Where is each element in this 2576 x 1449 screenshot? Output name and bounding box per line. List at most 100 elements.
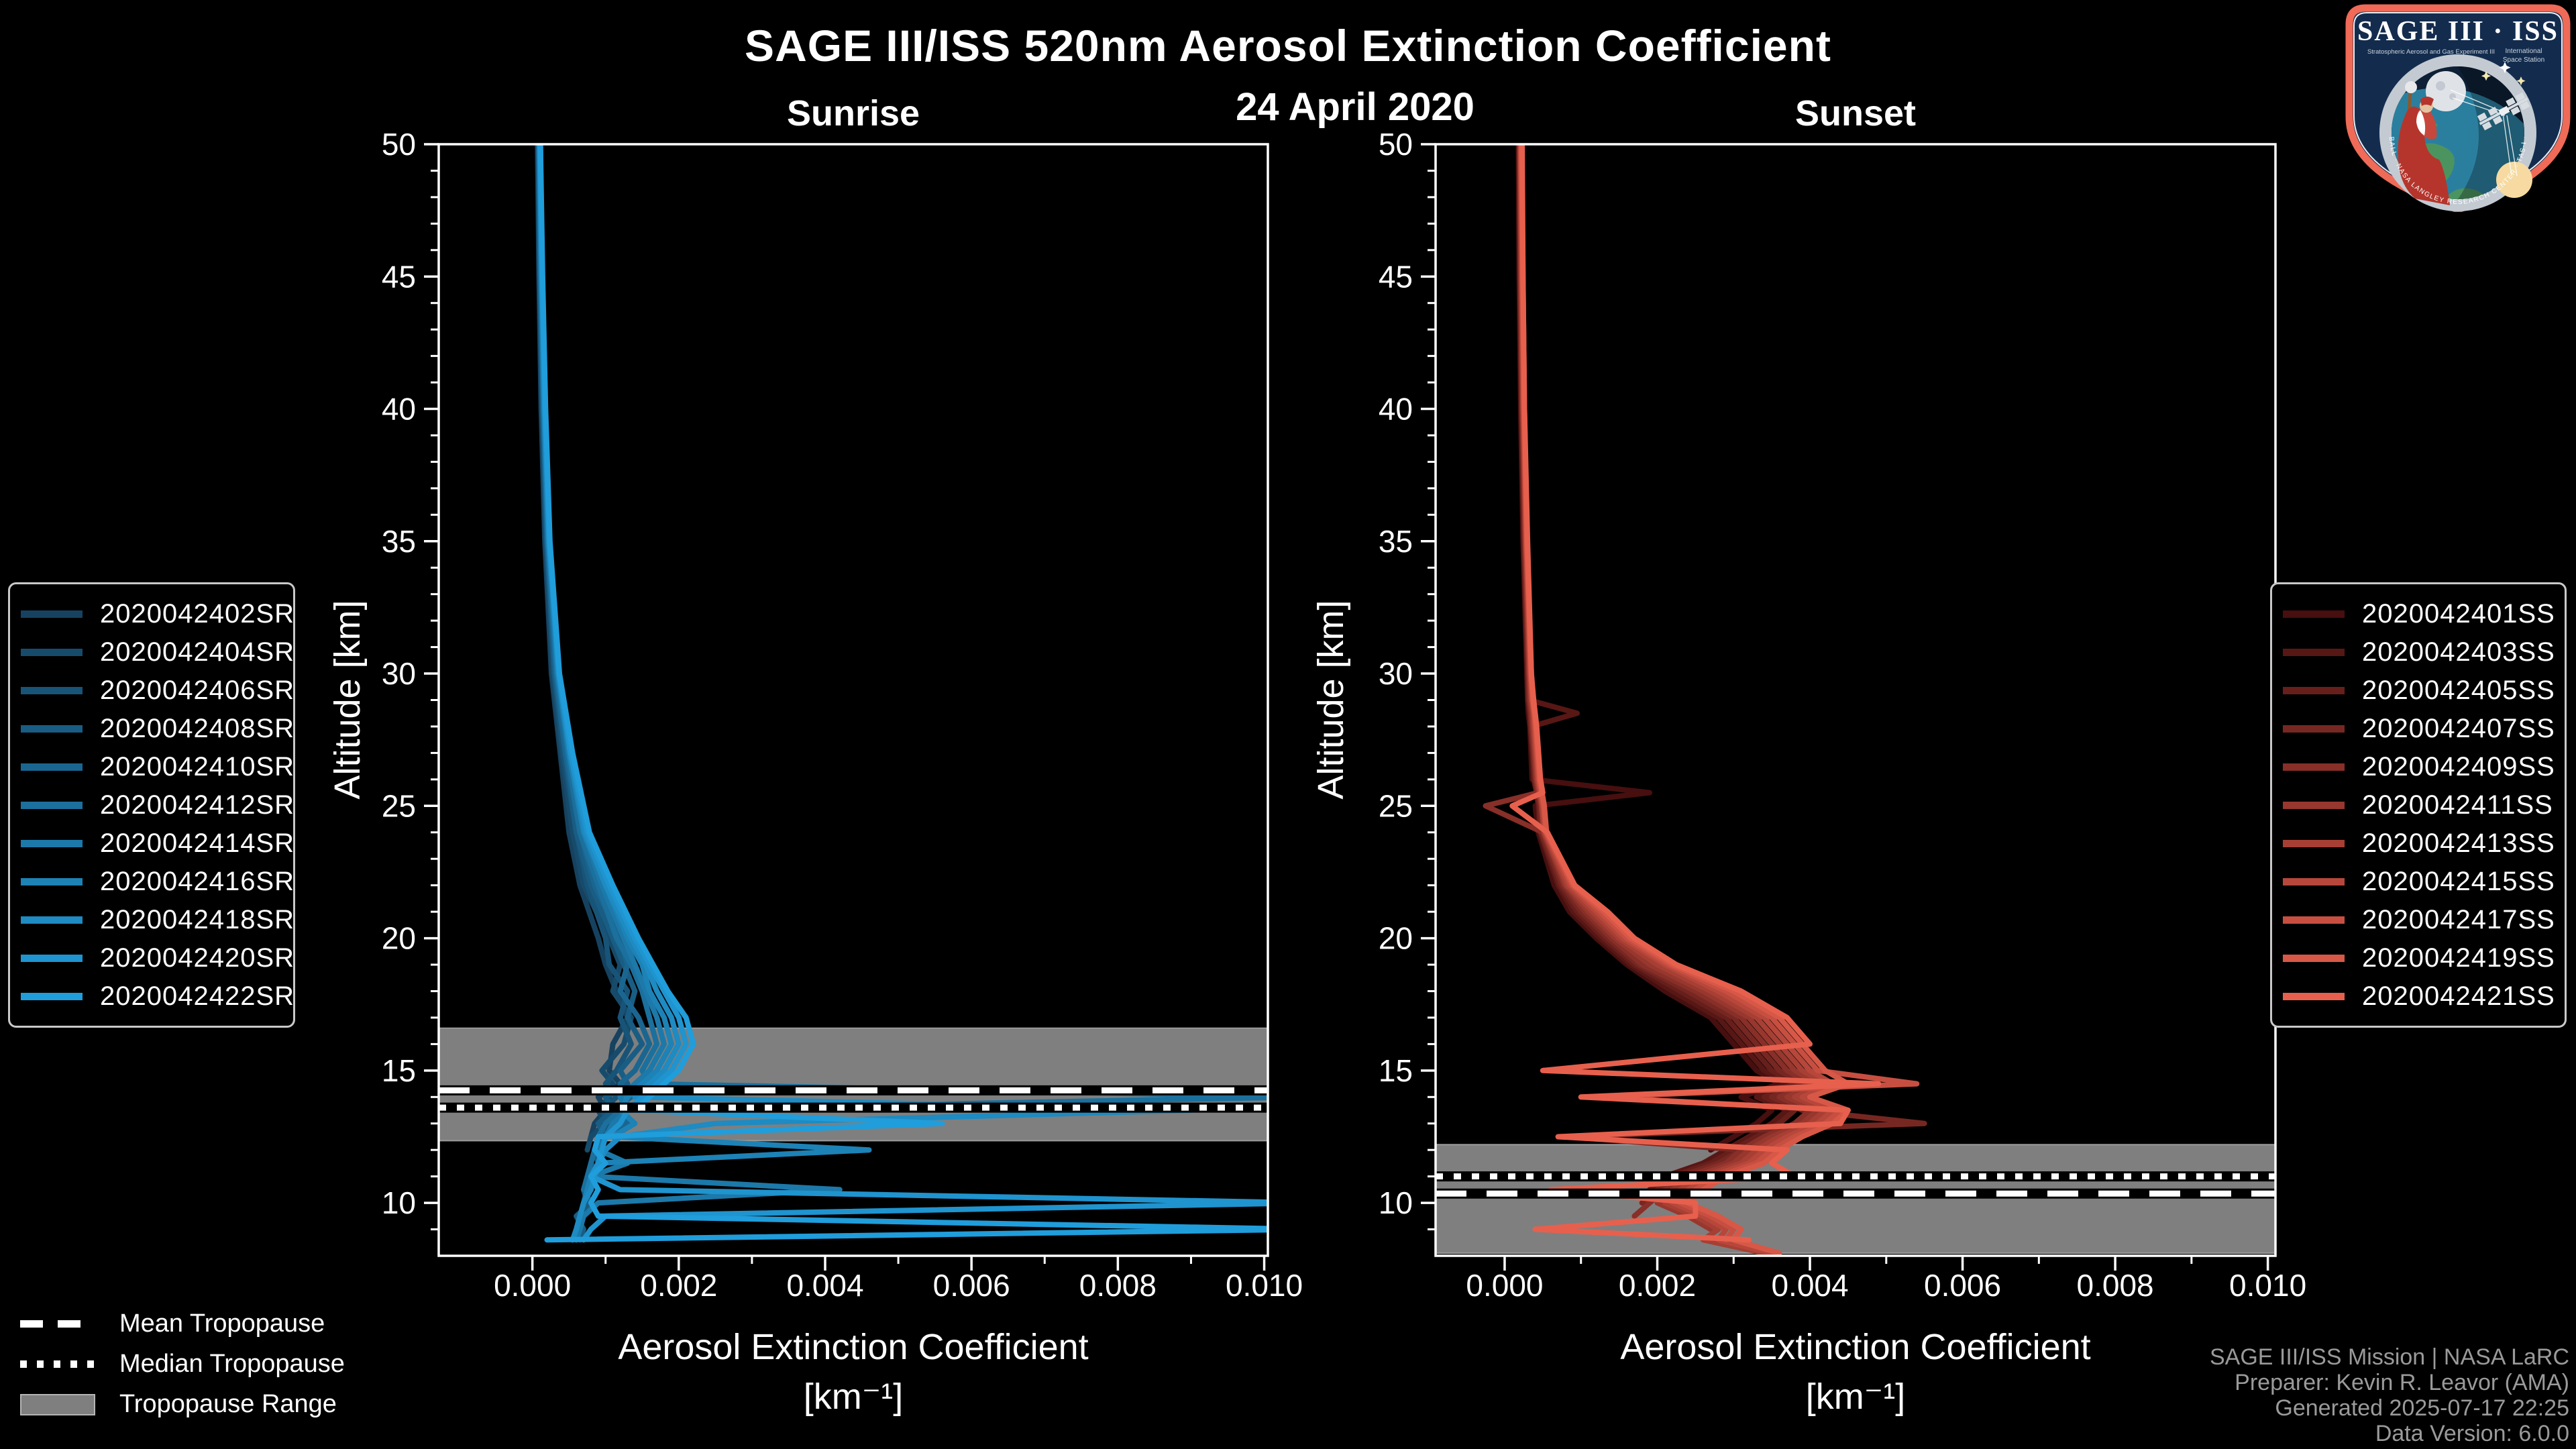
event-id-label: 2020042411SS [2362, 790, 2553, 820]
event-color-swatch [2283, 801, 2345, 809]
logo-iss-subtitle-1: International [2505, 48, 2542, 55]
logo-earth [2392, 88, 2524, 199]
event-color-swatch [2283, 954, 2345, 962]
legend-item-event: 2020042403SS [2283, 637, 2555, 667]
event-color-swatch [21, 916, 83, 924]
panel-title-sunrise: Sunrise [786, 93, 920, 133]
legend-item-event: 2020042405SS [2283, 675, 2555, 705]
legend-item-event: 2020042414SR [21, 828, 294, 858]
legend-item-event: 2020042415SS [2283, 866, 2555, 896]
logo-moon [2426, 71, 2466, 111]
tropopause-range-band [1436, 1144, 2275, 1254]
event-id-label: 2020042416SR [100, 866, 295, 896]
y-tick-label: 50 [1379, 127, 1413, 162]
legend-item-tropopause-range: Tropopause Range [20, 1389, 345, 1420]
page-title: SAGE III/ISS 520nm Aerosol Extinction Co… [745, 21, 1831, 70]
y-tick-label: 35 [1379, 524, 1413, 559]
legend-item-event: 2020042402SR [21, 599, 294, 629]
y-tick-label: 25 [1379, 788, 1413, 823]
event-color-swatch [21, 686, 83, 694]
event-color-swatch [2283, 992, 2345, 1000]
x-tick-label: 0.010 [2229, 1268, 2306, 1303]
legend-item-event: 2020042410SR [21, 752, 294, 782]
y-tick-label: 20 [382, 921, 416, 956]
legend-item-event: 2020042409SS [2283, 751, 2555, 782]
event-color-swatch [21, 992, 83, 1000]
event-id-label: 2020042409SS [2362, 751, 2555, 782]
event-id-label: 2020042413SS [2362, 828, 2555, 858]
figure-date: 24 April 2020 [1236, 85, 1474, 129]
legend-item-event: 2020042411SS [2283, 790, 2554, 820]
logo-title: SAGE III · ISS [2357, 16, 2559, 47]
x-tick-label: 0.008 [1079, 1268, 1157, 1303]
y-tick-label: 10 [382, 1185, 416, 1220]
credits-version: Data Version: 6.0.0 [2375, 1421, 2569, 1446]
event-id-label: 2020042415SS [2362, 866, 2555, 896]
event-id-label: 2020042419SS [2362, 943, 2555, 973]
event-color-swatch [2283, 724, 2345, 733]
y-tick-label: 40 [1379, 392, 1413, 427]
axes-box [1434, 143, 2277, 1257]
logo-wizard [2398, 81, 2450, 205]
event-color-swatch [21, 648, 83, 656]
legend-item-event: 2020042407SS [2283, 713, 2555, 743]
legend-sunrise-events: 2020042402SR 2020042404SR 2020042406SR 2020… [8, 582, 295, 1028]
event-id-label: 2020042402SR [100, 598, 295, 629]
event-id-label: 2020042414SR [100, 828, 295, 858]
x-tick-label: 0.004 [1771, 1268, 1848, 1303]
x-axis-label-sunrise: Aerosol Extinction Coefficient [618, 1327, 1088, 1367]
y-tick-label: 35 [382, 524, 416, 559]
event-id-label: 2020042405SS [2362, 675, 2555, 705]
legend-item-event: 2020042416SR [21, 867, 294, 896]
credits-preparer: Preparer: Kevin R. Leavor (AMA) [2235, 1370, 2569, 1395]
dashed-line-icon [20, 1320, 95, 1328]
dotted-line-icon [20, 1360, 95, 1368]
event-color-swatch [21, 610, 83, 618]
profile-line-2020042407SS [1517, 144, 1927, 1206]
y-tick-label: 50 [382, 127, 416, 162]
event-id-label: 2020042404SR [100, 637, 295, 667]
event-id-label: 2020042406SR [100, 675, 295, 705]
sunset-panel: 0.000 0.002 0.004 0.006 0.008 0.010 10 15 20 25 30… [1379, 127, 2306, 1303]
event-color-swatch [2283, 916, 2345, 924]
tropopause-range-band [439, 1027, 1268, 1142]
logo-subtitle: Stratospheric Aerosol and Gas Experiment… [2367, 48, 2495, 56]
y-tick-label: 40 [382, 392, 416, 427]
logo-star-icon [2481, 62, 2526, 86]
x-tick-label: 0.004 [786, 1268, 863, 1303]
event-color-swatch [2283, 686, 2345, 694]
legend-item-event: 2020042421SS [2283, 981, 2555, 1011]
event-color-swatch [21, 839, 83, 847]
sage-iii-iss-mission-logo: SAGE III · ISS Stratospheric Aerosol and… [2345, 4, 2571, 212]
logo-iss-subtitle-2: Space Station [2503, 56, 2544, 64]
gray-band-icon [20, 1393, 95, 1415]
legend-item-event: 2020042417SS [2283, 905, 2555, 934]
panel-title-sunset: Sunset [1794, 93, 1917, 133]
logo-moon-crater [2436, 81, 2445, 91]
event-color-swatch [2283, 610, 2345, 618]
event-id-label: 2020042412SR [100, 790, 295, 820]
event-color-swatch [2283, 648, 2345, 656]
event-id-label: 2020042407SS [2362, 713, 2555, 743]
y-tick-label: 45 [1379, 259, 1413, 294]
x-tick-label: 0.002 [640, 1268, 717, 1303]
logo-sun [2496, 162, 2532, 198]
x-tick-label: 0.010 [1226, 1268, 1303, 1303]
y-tick-label: 15 [1379, 1053, 1413, 1088]
credits-mission: SAGE III/ISS Mission | NASA LaRC [2209, 1344, 2569, 1370]
y-axis-label-sunrise: Altitude [km] [327, 600, 368, 799]
x-axis-unit-sunrise: [km⁻¹] [804, 1377, 903, 1417]
legend-item-event: 2020042404SR [21, 637, 294, 667]
legend-item-median-tropopause: Median Tropopause [20, 1348, 345, 1380]
legend-item-event: 2020042420SR [21, 943, 294, 973]
x-tick-label: 0.002 [1619, 1268, 1696, 1303]
event-color-swatch [2283, 877, 2345, 885]
x-tick-label: 0.006 [1924, 1268, 2001, 1303]
sunrise-panel: 0.000 0.002 0.004 0.006 0.008 0.010 10 15 20 25 30… [382, 127, 1303, 1303]
y-tick-label: 30 [1379, 656, 1413, 691]
event-id-label: 2020042410SR [100, 751, 295, 782]
y-axis-label-sunset: Altitude [km] [1311, 600, 1351, 799]
y-tick-label: 30 [382, 656, 416, 691]
event-color-swatch [21, 877, 83, 885]
